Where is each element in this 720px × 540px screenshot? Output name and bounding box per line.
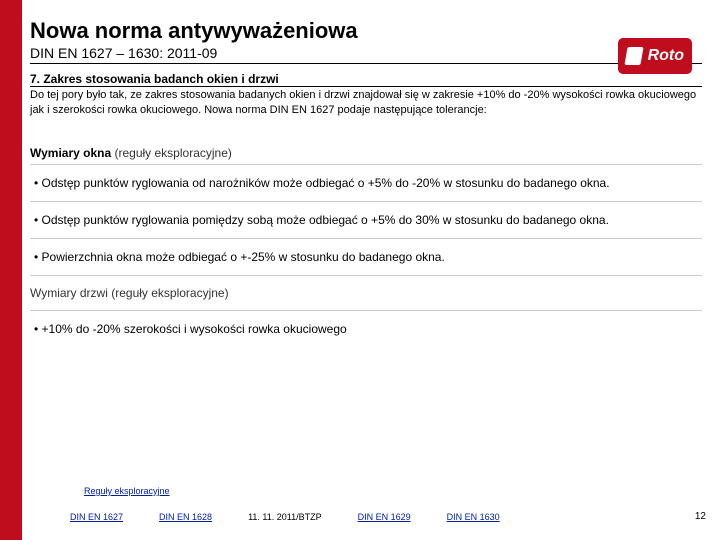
bullet-item: • Powierzchnia okna może odbiegać o +-25… — [30, 239, 702, 276]
window-header-rest: (reguły eksploracyjne) — [111, 146, 232, 160]
page-number: 12 — [695, 511, 706, 522]
footer-link-row: DIN EN 1627 DIN EN 1628 11. 11. 2011/BTZ… — [70, 512, 706, 522]
window-header-strong: Wymiary okna — [30, 146, 111, 160]
footer-link-1627[interactable]: DIN EN 1627 — [70, 512, 123, 522]
footer-link-1628[interactable]: DIN EN 1628 — [159, 512, 212, 522]
logo-shape-icon — [624, 47, 643, 65]
slide-subtitle: DIN EN 1627 – 1630: 2011-09 — [30, 45, 702, 64]
slide-header: Nowa norma antywyważeniowa DIN EN 1627 –… — [30, 18, 702, 64]
bullet-item: • +10% do -20% szerokości i wysokości ro… — [30, 311, 702, 347]
logo-text: Roto — [648, 47, 684, 65]
slide-footer: Reguły eksploracyjne DIN EN 1627 DIN EN … — [30, 486, 706, 522]
bullet-item: • Odstęp punktów ryglowania od narożnikó… — [30, 165, 702, 202]
window-rules-header: Wymiary okna (reguły eksploracyjne) — [30, 142, 702, 165]
roto-logo: Roto — [618, 38, 692, 74]
footer-link-rules[interactable]: Reguły eksploracyjne — [84, 486, 706, 496]
bullet-item: • Odstęp punktów ryglowania pomiędzy sob… — [30, 202, 702, 239]
footer-date: 11. 11. 2011/BTZP — [248, 512, 322, 522]
door-rules-header: Wymiary drzwi (reguły eksploracyjne) — [30, 276, 702, 311]
footer-link-1629[interactable]: DIN EN 1629 — [358, 512, 411, 522]
section-title: 7. Zakres stosowania badanch okien i drz… — [30, 72, 702, 87]
slide-content: Nowa norma antywyważeniowa DIN EN 1627 –… — [30, 0, 720, 347]
section-intro: Do tej pory było tak, ze zakres stosowan… — [30, 88, 702, 118]
accent-sidebar — [0, 0, 22, 540]
slide-title: Nowa norma antywyważeniowa — [30, 18, 702, 44]
footer-link-1630[interactable]: DIN EN 1630 — [447, 512, 500, 522]
